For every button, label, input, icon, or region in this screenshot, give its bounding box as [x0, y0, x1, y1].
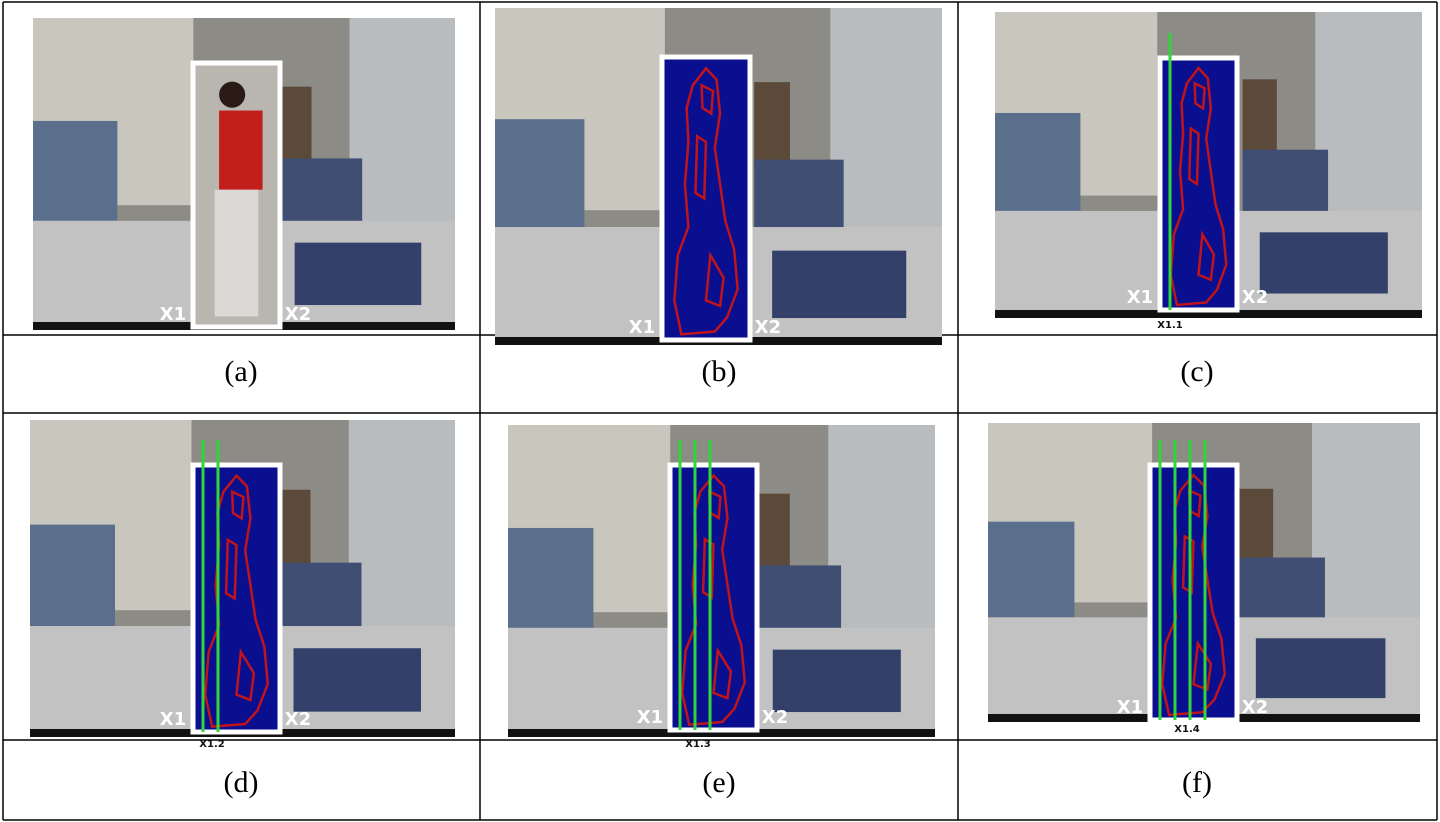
door: [756, 494, 790, 572]
wall-right: [830, 8, 942, 261]
panel-caption: (c): [1180, 355, 1213, 388]
bed: [1260, 232, 1388, 293]
x1-label: X1: [1117, 697, 1143, 718]
person-head: [219, 82, 245, 108]
line-label: X1.3: [685, 739, 710, 750]
x1-label: X1: [1127, 287, 1153, 308]
panel: X1 X2 X1.3 (e): [508, 425, 935, 799]
wall-right: [349, 420, 455, 658]
x2-label: X2: [285, 709, 311, 730]
wall-right: [350, 18, 456, 252]
wall-right: [1312, 423, 1420, 647]
x2-label: X2: [1242, 287, 1268, 308]
bed: [773, 650, 901, 712]
couch: [278, 158, 362, 227]
panel-caption: (d): [224, 766, 259, 799]
x2-label: X2: [1242, 697, 1268, 718]
person-legs: [215, 190, 259, 317]
cabinet: [508, 528, 593, 628]
bed: [294, 648, 422, 711]
wall-right: [828, 425, 935, 659]
panel-caption: (e): [702, 766, 735, 799]
x2-label: X2: [285, 304, 311, 325]
couch: [754, 160, 843, 234]
couch: [756, 565, 841, 634]
x2-label: X2: [755, 317, 781, 338]
cabinet: [30, 525, 115, 626]
couch: [1239, 558, 1325, 624]
bed: [295, 243, 422, 305]
door: [1239, 489, 1274, 564]
panel: X1 X2 X1.2 (d): [30, 420, 455, 799]
panel: X1 X2 X1.4 (f): [988, 423, 1420, 799]
cabinet: [495, 119, 584, 227]
x1-label: X1: [160, 304, 186, 325]
bed: [1256, 638, 1386, 698]
couch: [277, 563, 362, 633]
cabinet: [33, 121, 117, 221]
x2-label: X2: [762, 707, 788, 728]
cabinet: [988, 522, 1074, 618]
panel: X1 X2 X1.1 (c): [995, 12, 1422, 388]
door: [278, 87, 312, 165]
bed: [772, 251, 906, 318]
x1-label: X1: [637, 707, 663, 728]
wall-right: [1315, 12, 1422, 242]
door: [1243, 79, 1277, 156]
x1-label: X1: [160, 709, 186, 730]
panel: X1 X2 (a): [33, 18, 455, 388]
door: [754, 82, 790, 166]
line-label: X1.2: [199, 739, 224, 750]
line-label: X1.4: [1174, 724, 1199, 735]
panel-caption: (b): [702, 355, 737, 388]
figure-table: X1 X2 (a) X1 X2 (b) X1 X2 X1.1 (c) X1 X2 X1.2 (d) X1 X2…: [0, 0, 1440, 822]
cabinet: [995, 113, 1080, 211]
panel: X1 X2 (b): [495, 8, 942, 388]
couch: [1243, 150, 1328, 217]
panel-caption: (f): [1182, 766, 1212, 799]
x1-label: X1: [629, 317, 655, 338]
person-torso: [219, 111, 263, 190]
page: {"panels": [ {"caption": "(a)", "labels"…: [0, 0, 1440, 822]
line-label: X1.1: [1157, 320, 1182, 331]
panel-caption: (a): [224, 355, 257, 388]
